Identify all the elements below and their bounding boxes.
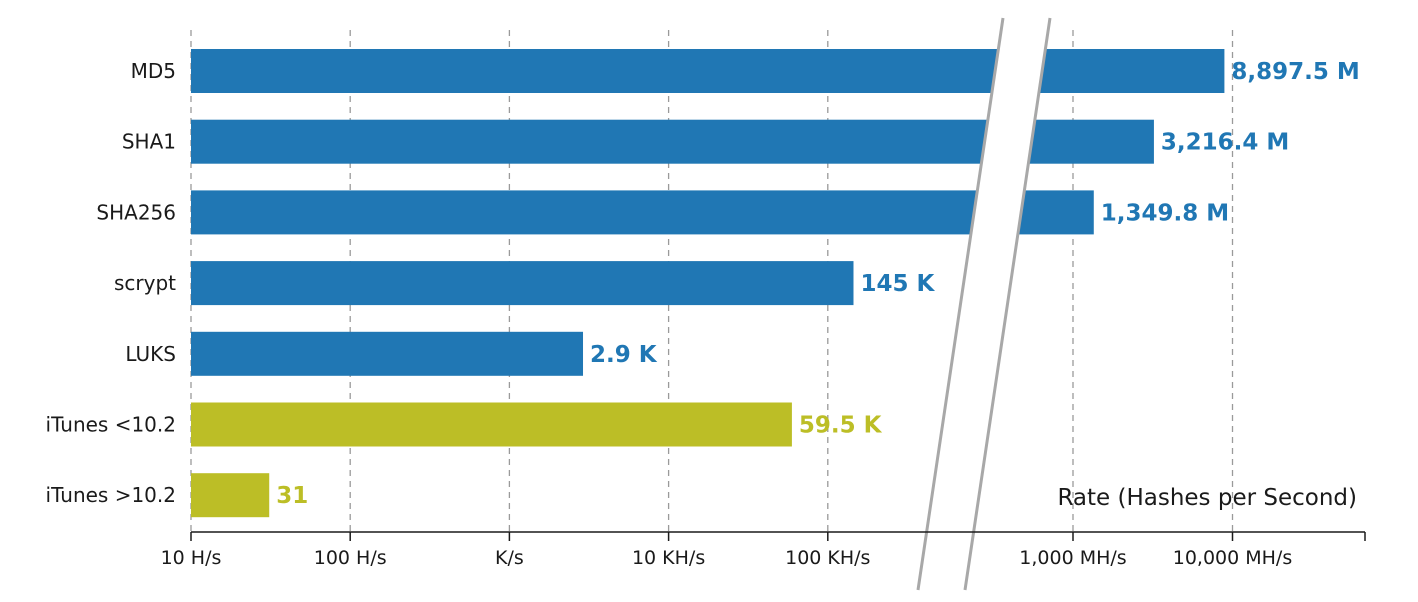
category-label: SHA256 — [96, 200, 176, 224]
category-label: scrypt — [114, 271, 176, 295]
x-tick-label: K/s — [495, 547, 524, 569]
category-label: LUKS — [125, 342, 176, 366]
x-axis-title: Rate (Hashes per Second) — [1057, 485, 1357, 511]
category-label: iTunes <10.2 — [46, 413, 176, 437]
axis-break-gap — [918, 18, 1050, 590]
axis-break-line — [963, 17, 1052, 591]
data-label: 3,216.4 M — [1161, 130, 1289, 156]
bar — [191, 473, 270, 518]
x-tick-label: 100 H/s — [314, 547, 387, 569]
axis-break — [916, 17, 1052, 591]
data-label: 145 K — [860, 271, 935, 297]
x-axis: 10 H/s 100 H/s K/s 10 KH/s 100 KH/s 1,000 MH/… — [161, 531, 1366, 569]
bar — [191, 402, 792, 447]
category-label: SHA1 — [122, 130, 176, 154]
data-label: 8,897.5 M — [1231, 59, 1359, 85]
data-label: 1,349.8 M — [1101, 200, 1229, 226]
axis-break-line — [916, 17, 1005, 591]
x-tick-label: 1,000 MH/s — [1019, 547, 1126, 569]
category-label: iTunes >10.2 — [46, 483, 176, 507]
data-labels: 8,897.5 M 3,216.4 M 1,349.8 M 145 K 2.9 K 59.… — [276, 59, 1360, 509]
x-tick-label: 10 KH/s — [632, 547, 705, 569]
category-labels: MD5 SHA1 SHA256 scrypt LUKS iTunes <10.2 iTune… — [46, 59, 177, 507]
bar — [191, 331, 584, 376]
x-tick-label: 10 H/s — [161, 547, 222, 569]
bars — [191, 49, 1225, 518]
category-label: MD5 — [131, 59, 176, 83]
bar — [191, 190, 1094, 235]
grid-lines — [190, 30, 1234, 532]
x-tick-label: 10,000 MH/s — [1173, 547, 1293, 569]
data-label: 2.9 K — [590, 342, 658, 368]
bar — [191, 49, 1225, 93]
bar — [191, 261, 854, 306]
data-label: 31 — [276, 483, 308, 509]
data-label: 59.5 K — [799, 413, 883, 439]
x-tick-label: 100 KH/s — [785, 547, 870, 569]
